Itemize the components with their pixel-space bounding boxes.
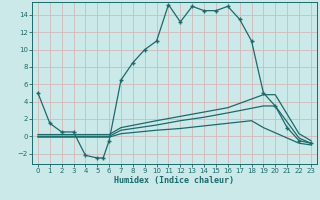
X-axis label: Humidex (Indice chaleur): Humidex (Indice chaleur): [115, 176, 234, 185]
